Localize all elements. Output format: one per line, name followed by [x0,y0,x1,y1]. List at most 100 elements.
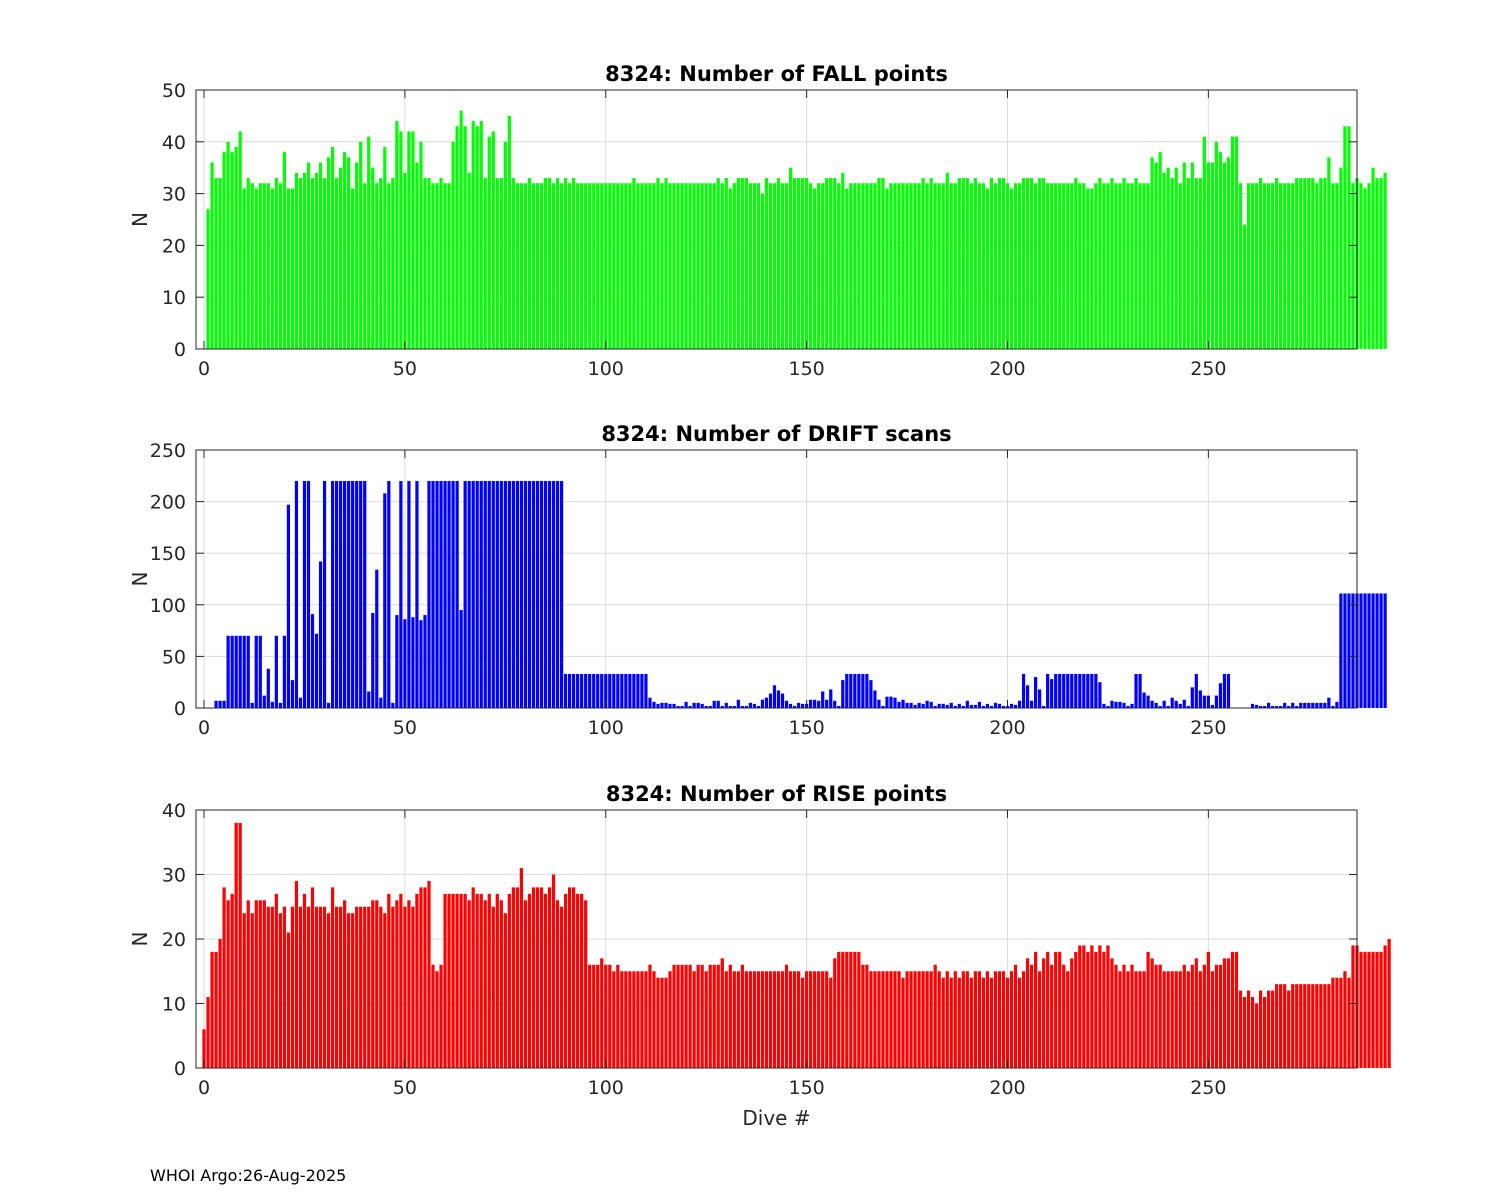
drift-bar [780,693,785,708]
drift-bar [427,480,431,708]
rise-bar [796,971,801,1068]
fall-bar [821,183,825,349]
fall-bar [1383,172,1387,349]
fall-bar [700,183,704,349]
fall-bar [640,183,644,349]
fall-bar [1126,183,1130,349]
fall-y-tick-label: 30 [162,184,186,206]
fall-bar [451,141,455,349]
fall-bar [792,178,797,349]
fall-bar [1122,178,1126,349]
drift-bar [1102,703,1106,708]
drift-bar [1343,593,1347,708]
rise-bar [636,971,640,1068]
drift-bar [1319,702,1323,708]
drift-bar [1009,703,1014,708]
rise-bar [1114,964,1118,1068]
rise-bar [1315,984,1319,1068]
rise-bar [1258,990,1263,1068]
fall-bar [945,172,949,349]
drift-bar [1013,704,1018,708]
rise-bar [218,939,222,1068]
fall-bar [250,183,254,349]
drift-bar [656,703,660,708]
rise-x-axis-label: Dive # [742,1106,810,1130]
fall-bar [290,188,295,349]
rise-bar [1206,951,1210,1068]
fall-bar [628,183,632,349]
rise-bar [1267,990,1271,1068]
rise-bar [861,964,865,1068]
drift-bar [351,480,355,708]
rise-bar [1383,945,1387,1068]
fall-bar [1110,178,1114,349]
fall-y-tick-label: 40 [162,132,186,154]
fall-bar [559,183,564,349]
drift-bar [495,480,499,708]
rise-bar [359,906,363,1068]
rise-bar [431,964,435,1068]
fall-bar [282,152,286,349]
rise-bar [363,906,367,1068]
rise-bar [1218,964,1223,1068]
drift-bar [989,705,994,708]
drift-bar [371,613,375,708]
fall-bar [1118,183,1122,349]
rise-bar [764,971,769,1068]
drift-bar [403,619,407,708]
rise-bar [234,822,238,1068]
fall-bar [1102,183,1106,349]
rise-bar [1230,951,1235,1068]
drift-bar [1190,687,1194,708]
rise-chart-title: 8324: Number of RISE points [606,782,947,806]
rise-bar [1222,958,1227,1068]
drift-bar [1170,697,1174,708]
drift-bar [857,673,861,708]
fall-bar [230,152,234,349]
fall-bar [760,193,765,349]
fall-bar [993,183,998,349]
fall-bar [1323,178,1327,349]
drift-bar [764,697,769,708]
rise-bar [957,977,961,1068]
fall-y-tick-label: 0 [174,339,186,361]
fall-bar [1062,183,1066,349]
drift-bar [230,635,234,708]
rise-bar [572,887,576,1068]
drift-bar [339,480,343,708]
rise-bar [929,971,933,1068]
drift-bar [752,703,757,708]
drift-bar [475,480,479,708]
drift-bar [801,703,805,708]
drift-bar [451,480,455,708]
fall-bar [399,131,403,349]
rise-bar [1335,977,1339,1068]
fall-bar [1154,162,1158,349]
drift-bar [423,615,427,708]
drift-bar [1138,673,1142,708]
fall-bar [636,183,640,349]
rise-bar [933,964,937,1068]
rise-bar [913,971,917,1068]
fall-bar [234,146,238,349]
drift-bar [1275,705,1279,708]
rise-bar [379,906,383,1068]
rise-bar [1351,945,1355,1068]
rise-bar [282,906,286,1068]
rise-bar [993,971,998,1068]
fall-bar [837,183,841,349]
drift-bar [568,673,572,708]
fall-bar [210,162,214,349]
rise-bar [588,964,592,1068]
rise-bar [1134,971,1138,1068]
rise-bar [656,977,660,1068]
fall-bar [620,183,624,349]
drift-bar [330,480,335,708]
rise-bar [584,900,588,1068]
rise-bar [495,893,499,1068]
drift-bar [1025,685,1030,708]
fall-bar [1058,183,1062,349]
rise-bar [1291,984,1295,1068]
rise-bar [869,971,873,1068]
fall-bar [981,183,985,349]
